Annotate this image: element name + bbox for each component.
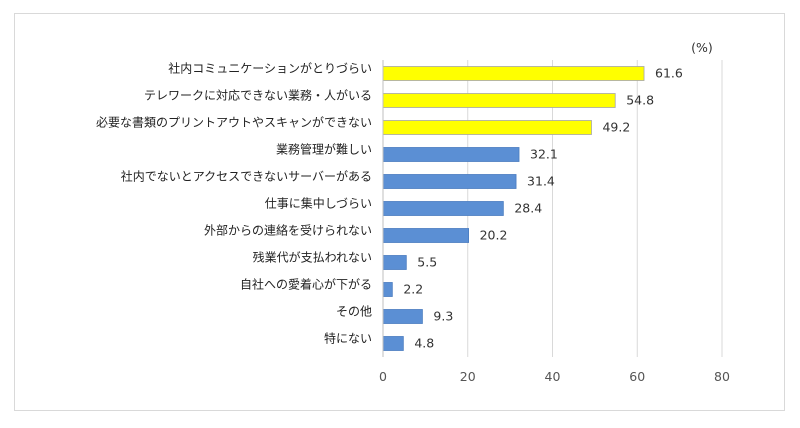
value-label: 32.1 xyxy=(530,147,558,162)
bar xyxy=(382,201,504,216)
x-tick-label: 20 xyxy=(460,369,476,384)
category-label: 必要な書類のプリントアウトやスキャンができない xyxy=(96,115,372,130)
category-label: 社内コミュニケーションがとりづらい xyxy=(168,61,372,76)
value-label: 9.3 xyxy=(433,309,453,324)
value-label: 28.4 xyxy=(514,201,542,216)
value-label: 20.2 xyxy=(480,228,508,243)
value-label: 31.4 xyxy=(527,174,555,189)
bar xyxy=(382,66,645,81)
value-label: 5.5 xyxy=(417,255,437,270)
unit-label: (%) xyxy=(691,40,713,55)
category-label: 自社への愛着心が下がる xyxy=(240,277,372,292)
x-tick-label: 40 xyxy=(545,369,561,384)
x-tick-label: 0 xyxy=(379,369,387,384)
value-label: 54.8 xyxy=(626,93,654,108)
bar xyxy=(382,228,469,243)
value-label: 49.2 xyxy=(602,120,630,135)
bars xyxy=(382,66,645,351)
value-labels: 61.654.8 49.2 32.1 31.4 28.4 20.2 5.5 2.2 9.3 4.8 xyxy=(403,66,683,351)
bar xyxy=(382,93,616,108)
value-label: 61.6 xyxy=(655,66,683,81)
bar xyxy=(382,147,520,162)
category-label: 社内でないとアクセスできないサーバーがある xyxy=(121,169,372,184)
bar xyxy=(382,174,517,189)
category-label: テレワークに対応できない業務・人がいる xyxy=(144,88,372,103)
category-label: 業務管理が難しい xyxy=(276,142,372,157)
bar xyxy=(382,336,404,351)
bar xyxy=(382,282,393,297)
category-label: 残業代が支払われない xyxy=(253,250,372,265)
category-label: 仕事に集中しづらい xyxy=(265,196,372,211)
value-label: 2.2 xyxy=(403,282,423,297)
bar xyxy=(382,255,407,270)
x-tick-labels: 0 20 40 60 80 xyxy=(379,369,730,384)
value-label: 4.8 xyxy=(414,336,434,351)
category-label: その他 xyxy=(336,305,372,319)
x-tick-label: 60 xyxy=(629,369,645,384)
bar xyxy=(382,309,423,324)
x-tick-label: 80 xyxy=(714,369,730,384)
bar xyxy=(382,120,592,135)
category-label: 特にない xyxy=(324,331,372,346)
category-label: 外部からの連絡を受けられない xyxy=(204,223,372,238)
category-labels: 社内コミュニケーションがとりづらいテレワークに対応できない業務・人がいる必要な書… xyxy=(96,61,372,346)
